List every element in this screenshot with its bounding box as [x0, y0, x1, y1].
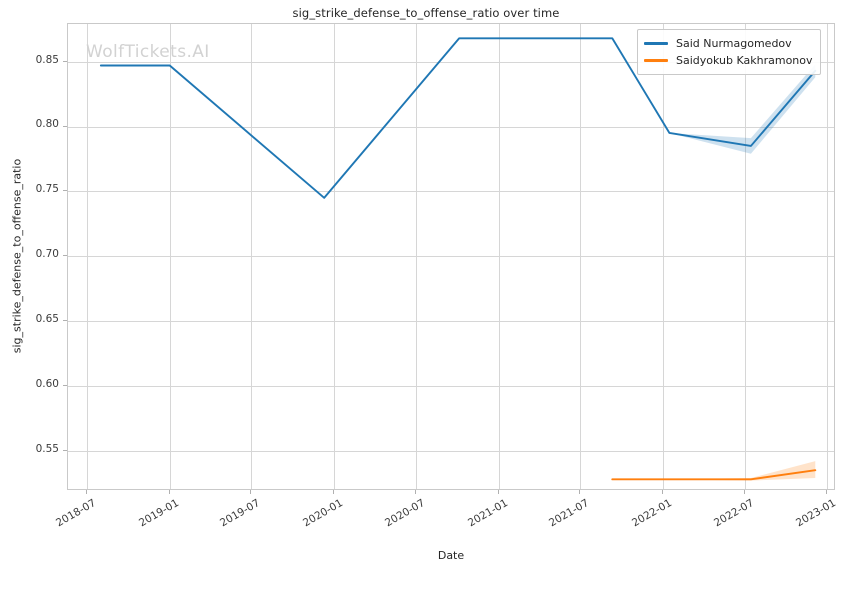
x-tick-mark [333, 490, 335, 494]
series-line-0 [99, 37, 817, 199]
legend-label: Saidyokub Kakhramonov [676, 54, 813, 67]
legend-label: Said Nurmagomedov [676, 37, 792, 50]
y-tick-label: 0.65 [35, 313, 59, 326]
plot-lines [99, 37, 817, 481]
x-tick-mark [497, 490, 499, 494]
y-tick-label: 0.60 [35, 377, 59, 390]
y-tick-label: 0.85 [35, 53, 59, 66]
x-tick-mark [662, 490, 664, 494]
x-tick-mark [85, 490, 87, 494]
y-tick-mark [63, 320, 67, 322]
gridline-vertical [827, 24, 829, 489]
y-tick-mark [63, 60, 67, 62]
gridline-vertical [169, 24, 171, 489]
x-axis-label: Date [437, 549, 465, 562]
gridline-vertical [580, 24, 582, 489]
y-tick-label: 0.80 [35, 118, 59, 131]
gridline-horizontal [68, 61, 834, 63]
chart-figure: sig_strike_defense_to_offense_ratio over… [10, 6, 839, 562]
gridline-vertical [86, 24, 88, 489]
x-tick-mark [579, 490, 581, 494]
y-axis-label: sig_strike_defense_to_offense_ratio [10, 158, 24, 354]
legend-swatch-icon [644, 59, 668, 62]
legend-entry-1[interactable]: Saidyokub Kakhramonov [644, 52, 813, 69]
gridline-vertical [334, 24, 336, 489]
x-tick-mark [826, 490, 828, 494]
y-tick-label: 0.70 [35, 248, 59, 261]
chart-legend: Said Nurmagomedov Saidyokub Kakhramonov [637, 29, 821, 75]
x-tick-mark [415, 490, 416, 494]
y-tick-mark [63, 190, 67, 192]
legend-swatch-icon [644, 42, 668, 45]
gridline-vertical [744, 24, 746, 489]
series-line-1 [611, 469, 817, 481]
legend-entry-0[interactable]: Said Nurmagomedov [644, 35, 813, 52]
gridline-horizontal [68, 191, 834, 193]
chart-title: sig_strike_defense_to_offense_ratio over… [292, 6, 560, 20]
gridline-horizontal [68, 450, 834, 452]
gridline-vertical [498, 24, 500, 489]
gridline-horizontal [68, 321, 834, 323]
gridline-horizontal [68, 126, 834, 128]
plot-area: WolfTickets.AI [67, 23, 835, 490]
watermark: WolfTickets.AI [86, 42, 210, 62]
y-tick-label: 0.55 [35, 442, 59, 455]
gridline-vertical [416, 24, 417, 489]
gridline-vertical [251, 24, 253, 489]
x-tick-mark [250, 490, 252, 494]
gridline-vertical [663, 24, 665, 489]
y-tick-label: 0.75 [35, 183, 59, 196]
y-tick-mark [63, 255, 67, 257]
x-tick-mark [743, 490, 745, 494]
y-tick-mark [63, 125, 67, 127]
y-tick-mark [63, 449, 67, 451]
y-tick-mark [63, 384, 67, 386]
gridline-horizontal [68, 385, 834, 387]
gridline-horizontal [68, 256, 834, 258]
x-tick-mark [168, 490, 170, 494]
confidence-band-1 [612, 461, 816, 481]
